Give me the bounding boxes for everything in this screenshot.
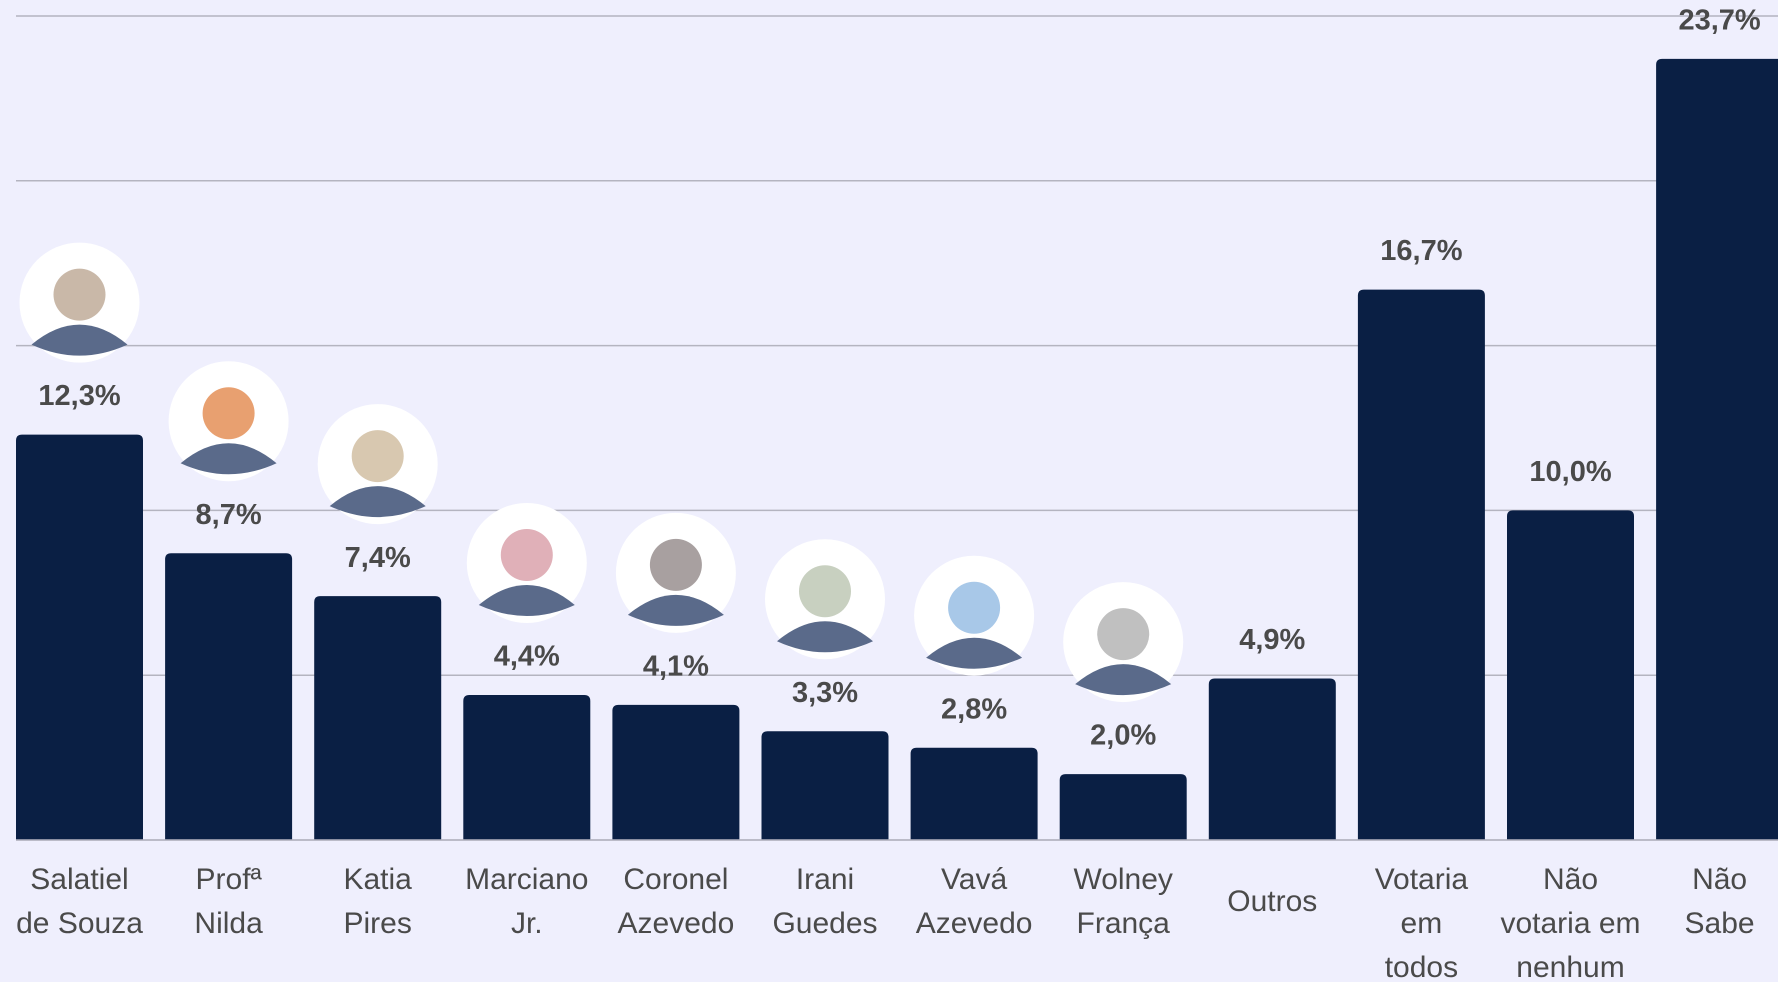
- bar: [1656, 58, 1778, 840]
- value-label: 4,1%: [643, 651, 709, 683]
- value-label: 12,3%: [38, 380, 120, 412]
- candidate-photo-face: [948, 581, 1001, 634]
- x-tick-label: Não votaria em nenhum: [1500, 863, 1641, 982]
- bar: [761, 731, 889, 840]
- value-label: 3,3%: [792, 677, 858, 709]
- value-label: 23,7%: [1678, 5, 1760, 37]
- x-tick-label: Wolney França: [1073, 863, 1173, 940]
- x-tick-label: Salatiel de Souza: [16, 863, 143, 940]
- x-tick-label: Não Sabe: [1684, 863, 1755, 940]
- bar: [1059, 774, 1187, 840]
- candidate-photo-body: [31, 324, 128, 356]
- x-tick-label: Votaria em todos: [1374, 863, 1469, 982]
- x-tick-label: Vavá Azevedo: [915, 863, 1033, 940]
- bar: [612, 704, 740, 840]
- value-label: 2,8%: [941, 693, 1007, 725]
- candidate-photo-body: [478, 584, 575, 616]
- x-tick-label: Outros: [1227, 885, 1318, 918]
- candidate-photo-face: [53, 268, 106, 321]
- candidate-photo-face: [500, 528, 553, 581]
- candidate-photo-body: [926, 637, 1023, 669]
- bar: [16, 434, 143, 840]
- x-tick-label: Marciano Jr.: [465, 863, 589, 940]
- x-tick-label: Coronel Azevedo: [617, 863, 735, 940]
- candidate-photo-body: [1075, 664, 1172, 696]
- bar: [463, 694, 591, 840]
- candidate-photo-face: [649, 538, 702, 591]
- bar: [910, 747, 1038, 840]
- candidate-photo-face: [1097, 608, 1150, 661]
- candidate-photo-body: [777, 621, 873, 653]
- candidate-photo-face: [202, 387, 255, 440]
- bar: [1357, 289, 1485, 840]
- bar: [165, 553, 293, 840]
- candidate-photo-body: [180, 443, 277, 475]
- value-label: 10,0%: [1529, 456, 1611, 488]
- value-label: 4,4%: [494, 641, 560, 673]
- bar: [1208, 678, 1336, 840]
- value-label: 16,7%: [1380, 235, 1462, 267]
- candidate-photo-body: [329, 486, 426, 518]
- candidate-photo-face: [351, 430, 404, 483]
- bar: [314, 596, 442, 840]
- value-label: 4,9%: [1239, 624, 1305, 656]
- value-label: 7,4%: [345, 542, 411, 574]
- value-label: 8,7%: [196, 499, 262, 531]
- x-tick-label: Irani Guedes: [772, 863, 878, 940]
- x-tick-label: Profª Nilda: [194, 863, 263, 940]
- x-tick-label: Katia Pires: [343, 863, 412, 940]
- value-label: 2,0%: [1090, 720, 1156, 752]
- candidate-photo-body: [627, 594, 724, 626]
- candidate-photo-face: [799, 565, 851, 618]
- bar: [1507, 510, 1634, 840]
